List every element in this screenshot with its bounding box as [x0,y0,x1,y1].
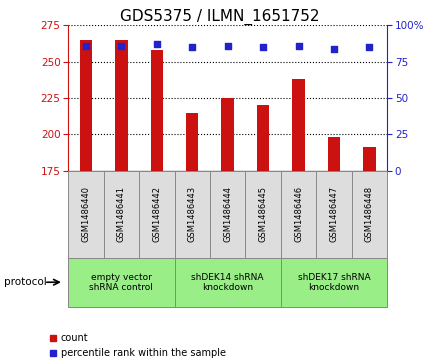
Text: shDEK17 shRNA
knockdown: shDEK17 shRNA knockdown [298,273,370,292]
Bar [68,258,175,307]
Legend: count, percentile rank within the sample: count, percentile rank within the sample [49,333,226,358]
Bar [104,171,139,258]
Text: GSM1486443: GSM1486443 [188,186,197,242]
Text: empty vector
shRNA control: empty vector shRNA control [89,273,153,292]
Point [153,41,160,47]
Point [295,43,302,49]
Bar [80,40,92,171]
Text: GSM1486442: GSM1486442 [152,186,161,242]
Point [82,43,89,49]
Bar [221,98,234,171]
Bar [210,171,246,258]
Text: GSM1486447: GSM1486447 [330,186,338,242]
Bar [186,113,198,171]
Point [330,46,337,52]
Bar [328,137,340,171]
Bar [281,258,387,307]
Bar [68,171,104,258]
Point [118,43,125,49]
Text: GSM1486445: GSM1486445 [259,186,268,242]
Bar [293,79,305,171]
Text: GSM1486441: GSM1486441 [117,186,126,242]
Bar [281,171,316,258]
Bar [175,258,281,307]
Bar [175,171,210,258]
Text: GSM1486444: GSM1486444 [223,186,232,242]
Bar [139,171,175,258]
Bar [352,171,387,258]
Point [189,44,196,50]
Text: GSM1486440: GSM1486440 [81,186,91,242]
Point [260,44,267,50]
Text: GSM1486448: GSM1486448 [365,186,374,242]
Point [224,43,231,49]
Bar [363,147,376,171]
Text: GDS5375 / ILMN_1651752: GDS5375 / ILMN_1651752 [120,9,320,25]
Bar [257,105,269,171]
Text: shDEK14 shRNA
knockdown: shDEK14 shRNA knockdown [191,273,264,292]
Bar [246,171,281,258]
Bar [150,50,163,171]
Bar [316,171,352,258]
Text: GSM1486446: GSM1486446 [294,186,303,242]
Text: protocol: protocol [4,277,47,287]
Bar [115,40,128,171]
Point [366,44,373,50]
